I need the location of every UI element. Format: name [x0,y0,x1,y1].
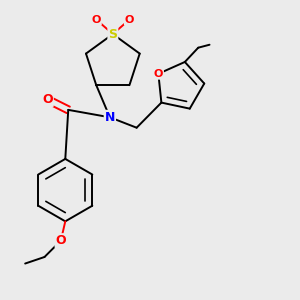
Text: O: O [56,234,66,247]
Text: O: O [125,14,134,25]
Text: N: N [105,111,115,124]
Text: O: O [42,93,53,106]
Text: O: O [154,69,163,79]
Text: O: O [92,14,101,25]
Text: S: S [108,28,117,40]
